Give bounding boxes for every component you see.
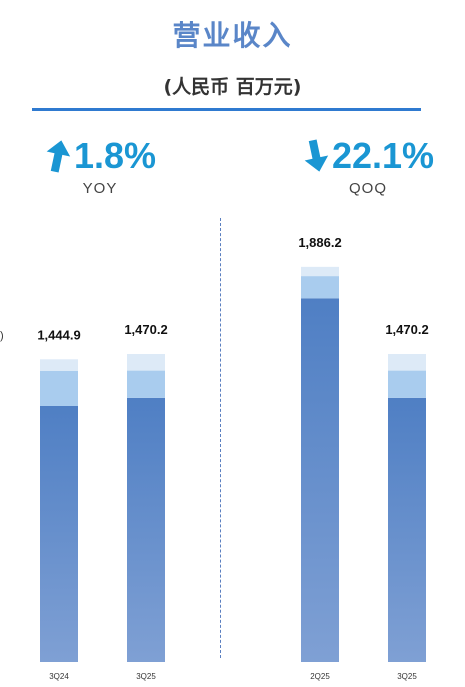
qoq-metric: 22.1% QOQ (288, 136, 448, 197)
category-tick-label: 3Q25 (136, 672, 156, 681)
arrow-down-icon (304, 139, 329, 172)
bar-segment-3q25-1 (127, 397, 165, 662)
bar-value-label: 1,470.2 (385, 322, 428, 337)
category-tick-label: 3Q25 (397, 672, 417, 681)
bar-segment-3q24-3 (40, 359, 78, 371)
bar-segment-3q25-3 (388, 353, 426, 371)
group-divider (220, 218, 221, 658)
category-tick-label: 3Q24 (49, 672, 69, 681)
bar-segment-2q25-2 (301, 276, 339, 299)
qoq-label: QOQ (348, 180, 387, 197)
bar-value-label: 1,444.9 (37, 327, 80, 342)
bar-segment-3q24-1 (40, 405, 78, 662)
bar-segment-2q25-1 (301, 298, 339, 662)
bar-segment-3q25-2 (388, 370, 426, 398)
yoy-value: 1.8% (73, 135, 157, 176)
bar-segment-2q25-3 (301, 266, 339, 277)
bar-segment-3q25-3 (127, 353, 165, 371)
unit-subtitle: (人民币 百万元) (163, 76, 302, 98)
bar-segment-3q25-2 (127, 370, 165, 398)
chart-title: 营业收入 (172, 19, 293, 52)
bar-segment-3q24-2 (40, 370, 78, 406)
qoq-value: 22.1% (331, 135, 435, 176)
bar-segment-3q25-1 (388, 397, 426, 662)
bar-value-label: 1,470.2 (124, 322, 167, 337)
bar-value-label: 1,886.2 (298, 235, 341, 250)
yoy-metric: 1.8% YOY (20, 136, 180, 197)
yoy-label: YOY (82, 180, 118, 197)
header-divider-line (32, 108, 421, 111)
category-tick-label: 2Q25 (310, 672, 330, 681)
arrow-up-icon (46, 140, 71, 173)
edge-mark: ) (0, 330, 4, 342)
